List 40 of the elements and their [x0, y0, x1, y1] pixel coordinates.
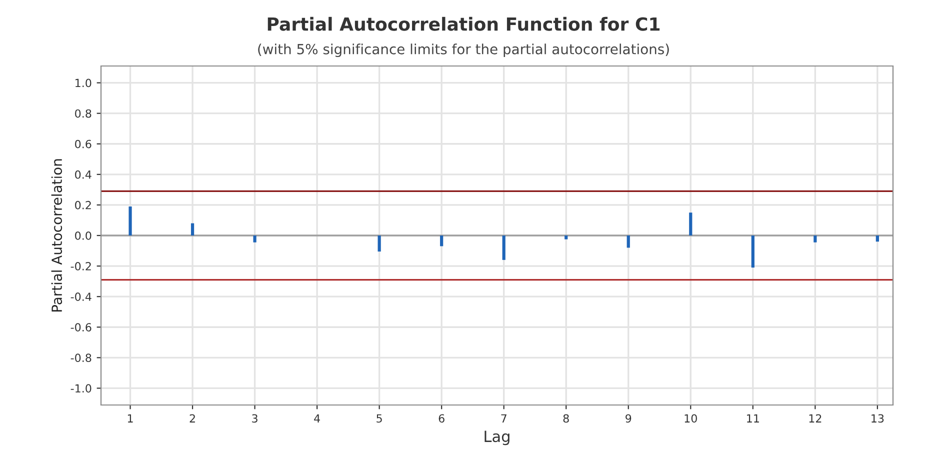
bar [190, 223, 194, 236]
x-tick-label: 11 [747, 414, 759, 422]
bar [253, 236, 256, 242]
x-tick-label: 8 [563, 414, 569, 423]
x-tick-label: 9 [626, 414, 632, 423]
x-tick-label: 6 [438, 414, 444, 423]
y-tick-label: 0.8 [75, 109, 92, 118]
x-tick-label: 2 [190, 414, 195, 422]
bar [564, 236, 568, 240]
y-tick-label: -0.6 [70, 323, 92, 332]
bar [876, 236, 879, 242]
x-tick-label: 7 [501, 414, 506, 422]
y-tick-label: -0.2 [70, 262, 91, 270]
x-tick-label: 12 [809, 414, 822, 422]
x-tick-label: 5 [376, 414, 382, 423]
y-tick-label: -0.8 [70, 354, 92, 362]
y-tick-label: 0.6 [75, 140, 92, 148]
bar [626, 236, 630, 248]
bar [751, 236, 754, 268]
x-tick-label: 13 [872, 414, 884, 423]
bar [128, 206, 132, 236]
y-tick-label: 0.2 [75, 200, 91, 210]
y-tick-label: -1.0 [70, 384, 92, 393]
bar [440, 236, 444, 246]
y-axis-title: Partial Autocorrelation [51, 159, 62, 312]
bar [378, 236, 381, 252]
y-tick-label: 1.0 [76, 78, 92, 88]
bar [689, 212, 692, 236]
chart-subtitle: (with 5% significance limits for the partial autocorrelations) [258, 44, 669, 58]
bar [502, 236, 506, 260]
y-tick-label: -0.4 [70, 292, 92, 301]
x-tick-label: 3 [252, 414, 258, 423]
bar [814, 236, 817, 242]
chart-title: Partial Autocorrelation Function for C1 [268, 16, 660, 31]
x-tick-label: 10 [684, 414, 697, 423]
x-tick-label: 4 [314, 414, 320, 422]
y-tick-label: 0.4 [75, 170, 92, 179]
x-axis-title: Lag [484, 430, 510, 446]
x-tick-label: 1 [128, 414, 133, 422]
y-tick-label: 0.0 [75, 231, 92, 240]
